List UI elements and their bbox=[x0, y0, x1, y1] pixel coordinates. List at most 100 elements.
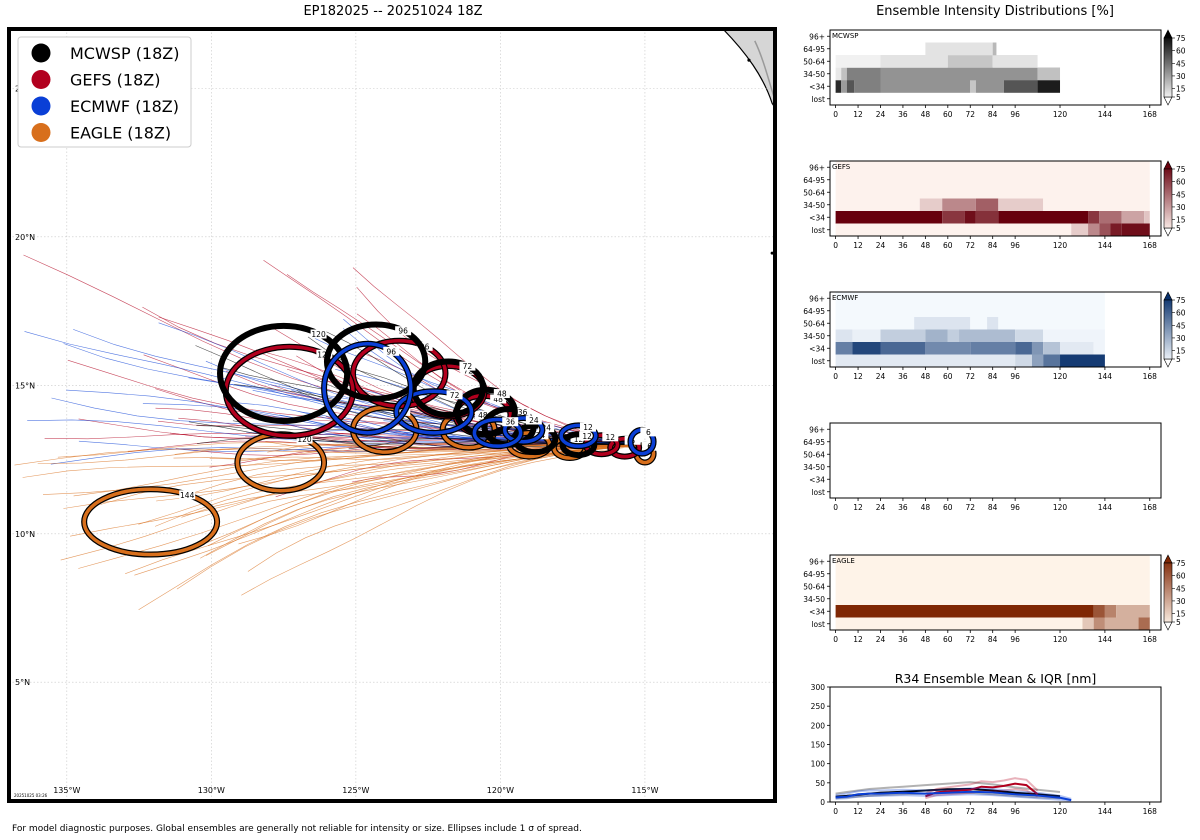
bin-label: 64-95 bbox=[803, 438, 825, 447]
ellipse-mcwsp bbox=[217, 322, 351, 424]
heatmap-cell bbox=[947, 55, 993, 68]
lead-label-bg bbox=[602, 432, 619, 442]
heatmap-cell bbox=[835, 304, 1105, 318]
bin-label: 50-64 bbox=[803, 450, 825, 459]
heatmap-cell bbox=[1121, 223, 1150, 237]
heatmap-frame bbox=[829, 422, 1162, 499]
bin-label: 96+ bbox=[809, 294, 825, 303]
x-tick-label: 48 bbox=[921, 372, 931, 381]
lat-tick-label: 10°N bbox=[15, 530, 35, 539]
x-tick-label: 96 bbox=[1010, 110, 1020, 119]
lead-label: 72 bbox=[463, 366, 473, 375]
colorbar-label: 5 bbox=[1176, 618, 1181, 627]
lead-label: 120 bbox=[297, 435, 312, 444]
bin-label: lost bbox=[811, 357, 825, 366]
heatmap-cell bbox=[1138, 617, 1150, 631]
colorbar-label: 75 bbox=[1176, 165, 1186, 174]
heatmap-cell bbox=[835, 354, 1016, 368]
lead-label-bg bbox=[179, 490, 196, 500]
heatmap-cell bbox=[1093, 605, 1105, 618]
x-tick-label: 48 bbox=[921, 110, 931, 119]
colorbar-label: 60 bbox=[1176, 572, 1186, 581]
bin-label: <34 bbox=[809, 344, 825, 353]
heatmap-cell bbox=[1043, 354, 1061, 368]
colorbar-max-arrow bbox=[1163, 554, 1173, 564]
x-tick-label: 144 bbox=[1098, 372, 1113, 381]
lead-label-bg bbox=[446, 390, 463, 400]
bin-label: 96+ bbox=[809, 557, 825, 566]
lead-label: 36 bbox=[518, 408, 528, 417]
x-tick-label: 60 bbox=[943, 110, 953, 119]
lead-label-bg bbox=[490, 394, 507, 404]
legend-label: GEFS (18Z) bbox=[70, 71, 160, 90]
x-tick-label: 168 bbox=[1143, 503, 1158, 512]
x-tick-label: 96 bbox=[1010, 807, 1020, 816]
colorbar-label: 15 bbox=[1176, 216, 1186, 225]
heatmap-cell bbox=[942, 198, 976, 212]
heatmap-empty: lost <34 34-50 50-64 64-95 96+ 0 12 24 36 48 60 72 84… bbox=[803, 422, 1162, 512]
island-mark bbox=[770, 251, 774, 255]
x-tick-label: 60 bbox=[943, 241, 953, 250]
lead-label-bg bbox=[502, 417, 519, 427]
lead-label-bg bbox=[570, 434, 587, 444]
heatmap-cell bbox=[1037, 80, 1061, 93]
x-tick-label: 60 bbox=[943, 635, 953, 644]
lead-label: 12 bbox=[582, 432, 592, 441]
heatmap-cell bbox=[835, 329, 853, 343]
y-tick-label: 50 bbox=[815, 779, 825, 788]
x-tick-label: 36 bbox=[898, 110, 908, 119]
heatmap-cell bbox=[1082, 617, 1094, 631]
heatmap-frame bbox=[829, 29, 1162, 106]
heatmap-cell bbox=[1093, 342, 1105, 355]
y-tick-label: 100 bbox=[811, 760, 826, 769]
bin-label: 50-64 bbox=[803, 188, 825, 197]
colorbar-label: 60 bbox=[1176, 309, 1186, 318]
bin-label: 34-50 bbox=[803, 70, 825, 79]
lon-tick-label: 130°W bbox=[198, 786, 225, 795]
heatmap-cell bbox=[835, 80, 842, 93]
heatmap-cell bbox=[835, 55, 881, 68]
heatmap-cell bbox=[964, 211, 976, 224]
ellipse-mcwsp bbox=[323, 321, 429, 402]
lead-label-bg bbox=[316, 349, 333, 359]
legend-marker bbox=[31, 43, 51, 63]
lead-label: 12 bbox=[606, 433, 616, 442]
r34-frame bbox=[829, 686, 1162, 803]
r34-chart: R34 Ensemble Mean & IQR [nm] 0 50 100 150 200… bbox=[811, 671, 1162, 816]
heatmap-cell bbox=[1043, 329, 1105, 343]
lat-tick-label: 20°N bbox=[15, 233, 35, 242]
colorbar-label: 30 bbox=[1176, 72, 1186, 81]
x-tick-label: 12 bbox=[853, 635, 863, 644]
heatmap-cell bbox=[959, 329, 1016, 343]
colorbar-label: 30 bbox=[1176, 334, 1186, 343]
heatmap-name: EAGLE bbox=[832, 557, 855, 565]
lead-label-bg bbox=[296, 434, 313, 444]
lead-label-bg bbox=[493, 389, 510, 399]
lead-label-bg bbox=[579, 422, 596, 432]
bin-label: <34 bbox=[809, 607, 825, 616]
x-tick-label: 120 bbox=[1053, 241, 1068, 250]
x-tick-label: 0 bbox=[833, 241, 838, 250]
ensemble-track bbox=[205, 444, 651, 556]
lead-label-bg bbox=[459, 361, 476, 371]
heatmap-gefs: GEFS lost <34 34-50 50-64 64-95 96+ 0 12 24 36 48 60… bbox=[803, 160, 1186, 250]
y-tick-label: 250 bbox=[811, 702, 826, 711]
x-tick-label: 72 bbox=[965, 807, 975, 816]
heatmap-name: MCWSP bbox=[832, 32, 859, 40]
legend-box bbox=[17, 36, 192, 148]
bin-label: 50-64 bbox=[803, 57, 825, 66]
heatmap-cell bbox=[835, 605, 1094, 618]
lead-label: 144 bbox=[180, 491, 195, 500]
heatmap-cell bbox=[1003, 80, 1038, 93]
lead-label: 96 bbox=[398, 327, 408, 336]
legend-marker bbox=[31, 96, 51, 116]
heatmap-cell bbox=[998, 317, 1105, 330]
heatmap-cell bbox=[1088, 211, 1100, 224]
heatmap-eagle: EAGLE lost <34 34-50 50-64 64-95 96+ 0 12 24 36 48 6… bbox=[803, 554, 1186, 644]
heatmap-cell bbox=[880, 67, 1038, 81]
ellipse-ecmwf bbox=[559, 423, 598, 448]
lead-label: 96 bbox=[387, 347, 397, 356]
x-tick-label: 24 bbox=[876, 241, 886, 250]
bin-label: <34 bbox=[809, 213, 825, 222]
x-tick-label: 48 bbox=[921, 807, 931, 816]
